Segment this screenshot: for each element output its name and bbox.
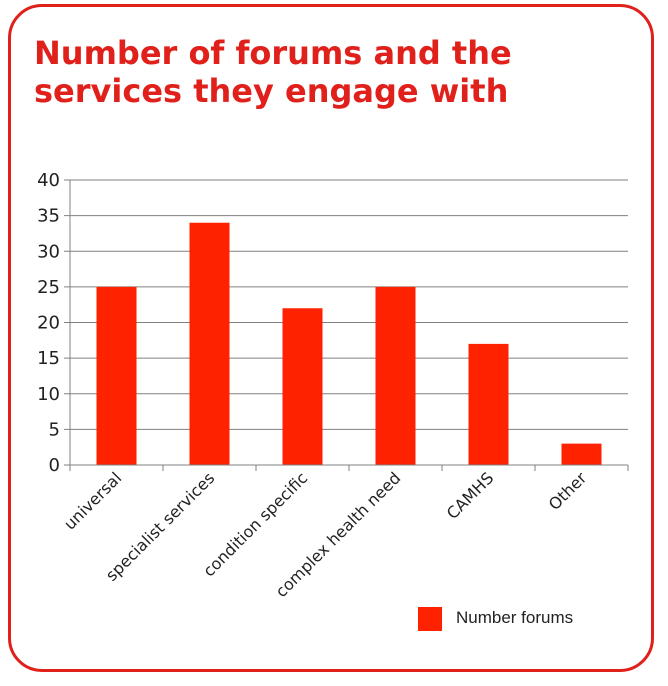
y-tick-label: 0 (49, 455, 60, 476)
bar-1 (189, 222, 230, 465)
bar-3 (375, 286, 416, 465)
x-tick-label: CAMHS (443, 468, 498, 523)
y-tick-label: 10 (37, 384, 60, 405)
legend: Number forums (418, 607, 573, 631)
y-axis-ticks: 0 5 10 15 20 25 30 35 40 (37, 170, 70, 476)
bar-4 (468, 343, 509, 465)
y-tick-label: 25 (37, 277, 60, 298)
chart-title: Number of forums and the services they e… (34, 34, 512, 110)
x-tick-label: universal (60, 468, 125, 533)
axes (69, 180, 629, 471)
y-tick-label: 30 (37, 241, 60, 262)
y-tick-label: 5 (49, 419, 60, 440)
y-tick-label: 35 (37, 206, 60, 227)
bar-2 (282, 308, 323, 465)
gridlines (70, 179, 628, 466)
bars (96, 222, 602, 465)
y-tick-label: 15 (37, 348, 60, 369)
x-tick-label: Other (545, 468, 591, 514)
y-tick-label: 20 (37, 313, 60, 334)
bar-5 (561, 443, 602, 465)
legend-label: Number forums (456, 608, 573, 627)
y-tick-label: 40 (37, 170, 60, 191)
bar-0 (96, 286, 137, 465)
legend-swatch (418, 607, 442, 631)
